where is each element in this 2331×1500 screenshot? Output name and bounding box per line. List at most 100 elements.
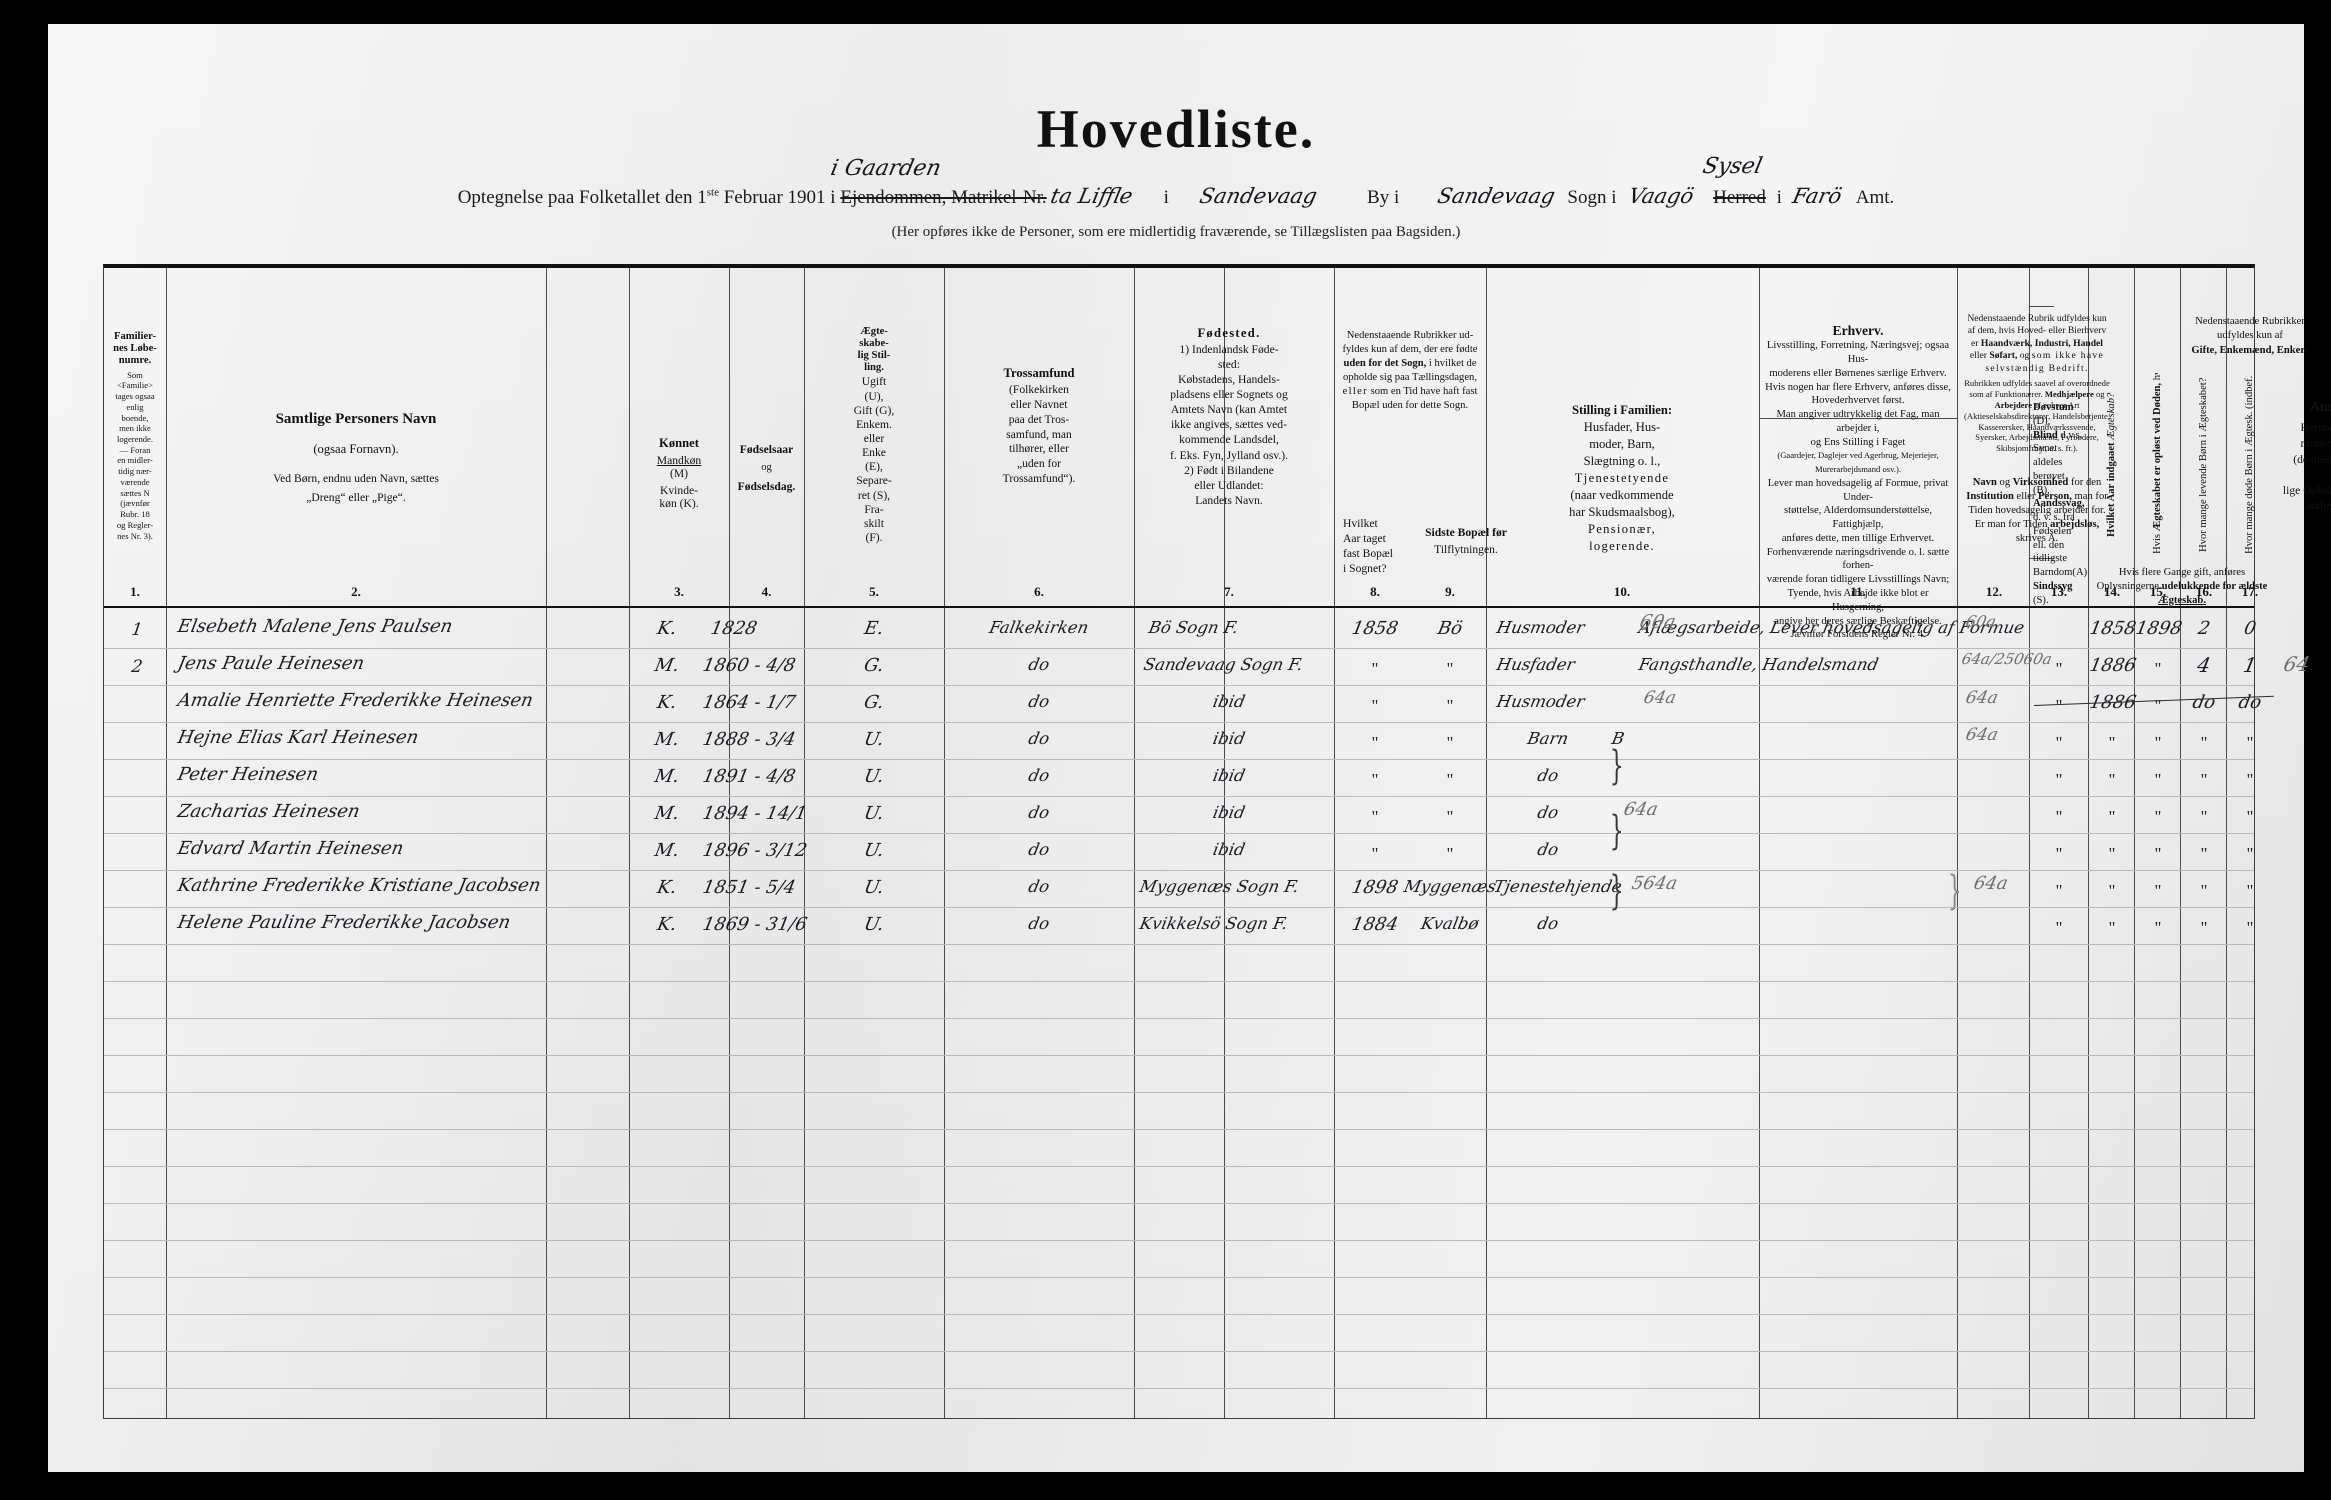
table-row: " bbox=[2246, 918, 2254, 937]
table-row: 2 bbox=[2196, 618, 2212, 639]
header-col-3: Kønnet Mandkøn (M) Kvinde- køn (K). bbox=[656, 436, 702, 511]
table-row: Amalie Henriette Frederikke Heinesen bbox=[175, 690, 535, 711]
table-row: K. bbox=[655, 914, 679, 935]
table-row: " bbox=[1371, 844, 1379, 863]
header-col-2: Samtlige Personers Navn (ogsaa Fornavn).… bbox=[273, 411, 439, 504]
table-row: ibid bbox=[1211, 692, 1247, 711]
table-row: " bbox=[2154, 659, 2162, 678]
census-page: Hovedliste. i Gaarden Optegnelse paa Fol… bbox=[48, 24, 2331, 1472]
table-row: Jens Paule Heinesen bbox=[175, 653, 367, 674]
colnum-3: 3. bbox=[674, 584, 684, 599]
table-row: " bbox=[1446, 733, 1454, 752]
ink-flourish-brace-2: } bbox=[1609, 808, 1624, 854]
header-col-14-17-footnote: Hvis flere Gange gift, anføres Oplysning… bbox=[2096, 567, 2268, 606]
table-row: " bbox=[2154, 807, 2162, 826]
table-row: " bbox=[2246, 807, 2254, 826]
table-row: U. bbox=[862, 766, 886, 787]
table-row: U. bbox=[862, 914, 886, 935]
table-row: M. bbox=[652, 766, 682, 787]
table-row: " bbox=[2200, 918, 2208, 937]
handwritten-sogn: Sandevaag bbox=[1435, 184, 1558, 208]
table-row: " bbox=[1371, 733, 1379, 752]
col-sep-17 bbox=[2226, 268, 2227, 1418]
col-sep-2 bbox=[546, 268, 547, 1418]
table-row: " bbox=[2108, 733, 2116, 752]
table-row: Falkekirken bbox=[987, 618, 1091, 637]
table-row: Kathrine Frederikke Kristiane Jacobsen bbox=[175, 875, 543, 896]
subtitle-struck-herred: Herred bbox=[1713, 187, 1766, 208]
colnum-10: 10. bbox=[1613, 584, 1631, 599]
table-row: 0 bbox=[2242, 618, 2258, 639]
ink-flourish-brace-3: } bbox=[1609, 868, 1624, 914]
table-row: Peter Heinesen bbox=[175, 764, 321, 785]
table-row: 1 bbox=[130, 620, 144, 640]
table-row: do bbox=[1026, 840, 1052, 859]
table-row: " bbox=[2154, 696, 2162, 715]
header-col-9-spacer bbox=[1338, 416, 1484, 419]
col-sep-4 bbox=[729, 268, 730, 1418]
col-sep-7 bbox=[1134, 268, 1135, 1418]
subtitle-by-i: By i bbox=[1367, 187, 1400, 208]
row-rule-7 bbox=[104, 870, 2254, 871]
table-row: K. bbox=[655, 692, 679, 713]
table-row: E. bbox=[862, 618, 886, 639]
header-col-5: Ægte-skabe-lig Stil-ling. Ugift (U), Gift … bbox=[853, 326, 895, 544]
table-row: 64a bbox=[1963, 688, 2000, 708]
table-row: " bbox=[2055, 844, 2063, 863]
table-row: " bbox=[2055, 918, 2063, 937]
handwritten-herred: Vaagö bbox=[1626, 184, 1697, 208]
table-row: 1851 - 5/4 bbox=[700, 877, 798, 898]
table-row: Kvalbø bbox=[1419, 914, 1481, 933]
table-row: Husmoder bbox=[1495, 692, 1587, 711]
table-row: do bbox=[1535, 766, 1561, 785]
header-col-14-17-intro: Nedenstaaende Rubrikker udfyldes kun af Gi… bbox=[2191, 316, 2309, 356]
table-row: 1858 bbox=[1350, 618, 1400, 639]
colnum-8: 8. bbox=[1370, 584, 1380, 599]
table-row: Fangsthandle, Handelsmand bbox=[1637, 655, 1881, 674]
header-col-9: Sidste Bopæl før Tilflytningen. bbox=[1425, 526, 1507, 556]
table-row: Myggenæs bbox=[1402, 877, 1498, 896]
table-row: do bbox=[1026, 803, 1052, 822]
table-row: do bbox=[1026, 692, 1052, 711]
header-col-6: Trossamfund (Folkekirken eller Navnet paa … bbox=[1002, 366, 1076, 486]
table-row: 64a bbox=[1963, 725, 2000, 745]
row-rule-6 bbox=[104, 833, 2254, 834]
subtitle-lead: Optegnelse paa Folketallet den 1 bbox=[457, 187, 707, 208]
table-row: do bbox=[1026, 766, 1052, 785]
colnum-11: 11. bbox=[1850, 584, 1866, 599]
table-row: " bbox=[2154, 733, 2162, 752]
colnum-9: 9. bbox=[1445, 584, 1455, 599]
colnum-6: 6. bbox=[1034, 584, 1044, 599]
col-sep-9 bbox=[1334, 268, 1335, 1418]
table-row: Husmoder bbox=[1495, 618, 1587, 637]
col-sep-14 bbox=[2088, 268, 2089, 1418]
row-rule-16 bbox=[104, 1203, 2254, 1204]
row-rule-21 bbox=[104, 1388, 2254, 1389]
table-row: do bbox=[1535, 803, 1561, 822]
table-row: " bbox=[2108, 881, 2116, 900]
table-row: do bbox=[1026, 729, 1052, 748]
header-col-1: Familier-nes Løbe-numre. Som <Familie> tag… bbox=[113, 331, 157, 541]
table-row: 4 bbox=[2195, 653, 2213, 677]
table-row: 564a bbox=[1629, 873, 1680, 894]
header-col-13: Døvstum (D), Blind d.v.s. Synet aldeles b… bbox=[2033, 402, 2087, 606]
table-row: " bbox=[2055, 770, 2063, 789]
handwritten-matrikel: ta Liffle bbox=[1048, 184, 1136, 208]
census-table: Familier-nes Løbe-numre. Som <Familie> tag… bbox=[103, 264, 2331, 1419]
subtitle-struck-matrikel: Ejendommen, Matrikel-Nr. bbox=[840, 187, 1047, 208]
table-row: 60a bbox=[1963, 612, 1998, 631]
table-row: " bbox=[2246, 844, 2254, 863]
row-rule-14 bbox=[104, 1129, 2254, 1130]
table-row: " bbox=[2108, 770, 2116, 789]
table-row: " bbox=[2108, 918, 2116, 937]
table-row: " bbox=[2200, 844, 2208, 863]
handwritten-place: Sandevaag bbox=[1197, 184, 1319, 208]
subtitle-note: (Her opføres ikke de Personer, som ere m… bbox=[891, 224, 1461, 240]
sep-c14-17-top bbox=[2029, 306, 2054, 307]
table-row: " bbox=[2055, 881, 2063, 900]
table-row: " bbox=[1371, 659, 1379, 678]
ink-flourish-brace-1: } bbox=[1609, 743, 1624, 789]
col-sep-12 bbox=[1957, 268, 1958, 1418]
row-rule-19 bbox=[104, 1314, 2254, 1315]
table-row: " bbox=[2246, 733, 2254, 752]
